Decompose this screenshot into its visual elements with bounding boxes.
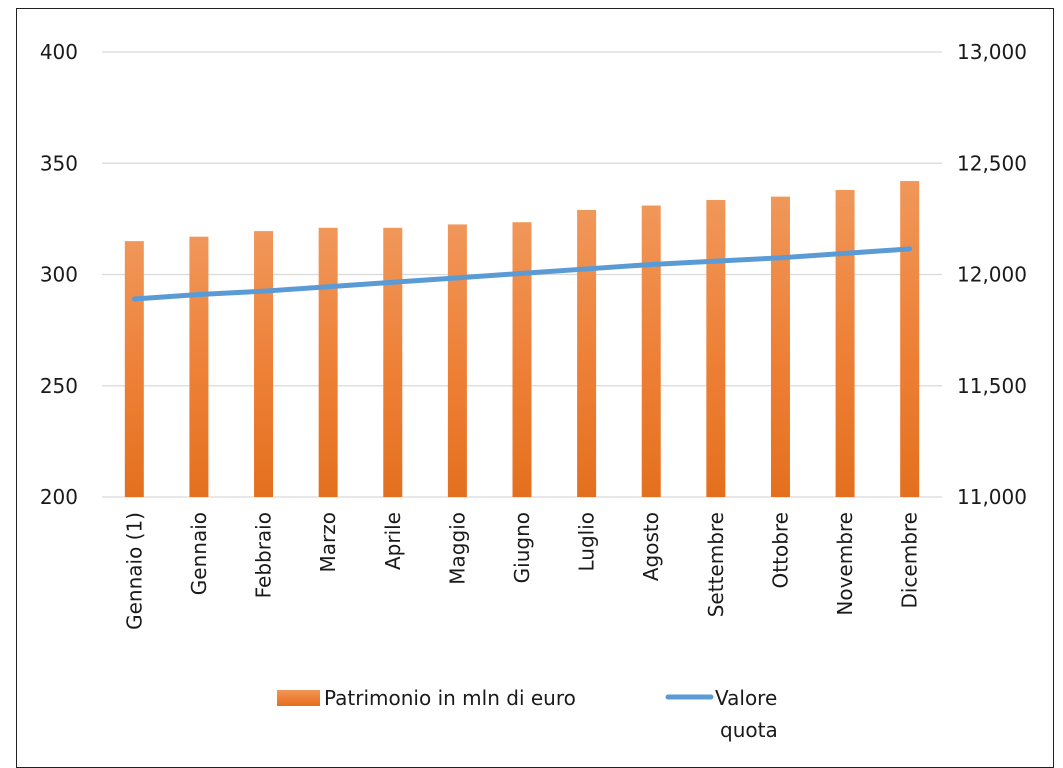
- category-label: Luglio: [575, 512, 599, 572]
- right-tick-label: 11,500: [957, 374, 1027, 398]
- category-label: Maggio: [445, 512, 469, 585]
- legend-label: Patrimonio in mln di euro: [324, 686, 576, 710]
- bar: [448, 224, 467, 497]
- bar: [706, 200, 725, 497]
- category-label: Ottobre: [768, 512, 792, 588]
- left-tick-label: 350: [40, 151, 78, 175]
- bar: [771, 197, 790, 497]
- category-label: Settembre: [704, 512, 728, 617]
- right-tick-label: 11,000: [957, 485, 1027, 509]
- category-label: Agosto: [639, 512, 663, 581]
- left-tick-label: 300: [40, 263, 78, 287]
- category-label: Aprile: [381, 512, 405, 570]
- category-label: Dicembre: [898, 512, 922, 609]
- category-label: Novembre: [833, 512, 857, 616]
- category-label: Marzo: [316, 512, 340, 572]
- right-tick-label: 13,000: [957, 40, 1027, 64]
- left-tick-label: 250: [40, 374, 78, 398]
- legend-label: Valore: [715, 686, 777, 710]
- bar: [125, 241, 144, 497]
- bar: [577, 210, 596, 497]
- category-label: Gennaio (1): [122, 512, 146, 630]
- left-tick-label: 400: [40, 40, 78, 64]
- right-tick-label: 12,000: [957, 263, 1027, 287]
- bar-series: [125, 181, 919, 497]
- legend: Patrimonio in mln di euro Valore quota: [277, 686, 778, 742]
- left-tick-label: 200: [40, 485, 78, 509]
- category-axis: Gennaio (1) Gennaio Febbraio Marzo Aprile Mag…: [122, 512, 921, 630]
- right-axis: 11,000 11,500 12,000 12,500 13,000: [957, 40, 1027, 509]
- bar: [319, 228, 338, 497]
- left-axis: 200 250 300 350 400: [40, 40, 78, 509]
- bar: [642, 206, 661, 497]
- bar: [189, 237, 208, 497]
- legend-label: quota: [720, 718, 778, 742]
- category-label: Giugno: [510, 512, 534, 583]
- category-label: Gennaio: [187, 512, 211, 595]
- category-label: Febbraio: [252, 512, 276, 598]
- bar: [836, 190, 855, 497]
- bar: [254, 231, 273, 497]
- bar: [513, 222, 532, 497]
- bar: [383, 228, 402, 497]
- right-tick-label: 12,500: [957, 151, 1027, 175]
- legend-swatch-bar: [277, 690, 320, 706]
- bar: [900, 181, 919, 497]
